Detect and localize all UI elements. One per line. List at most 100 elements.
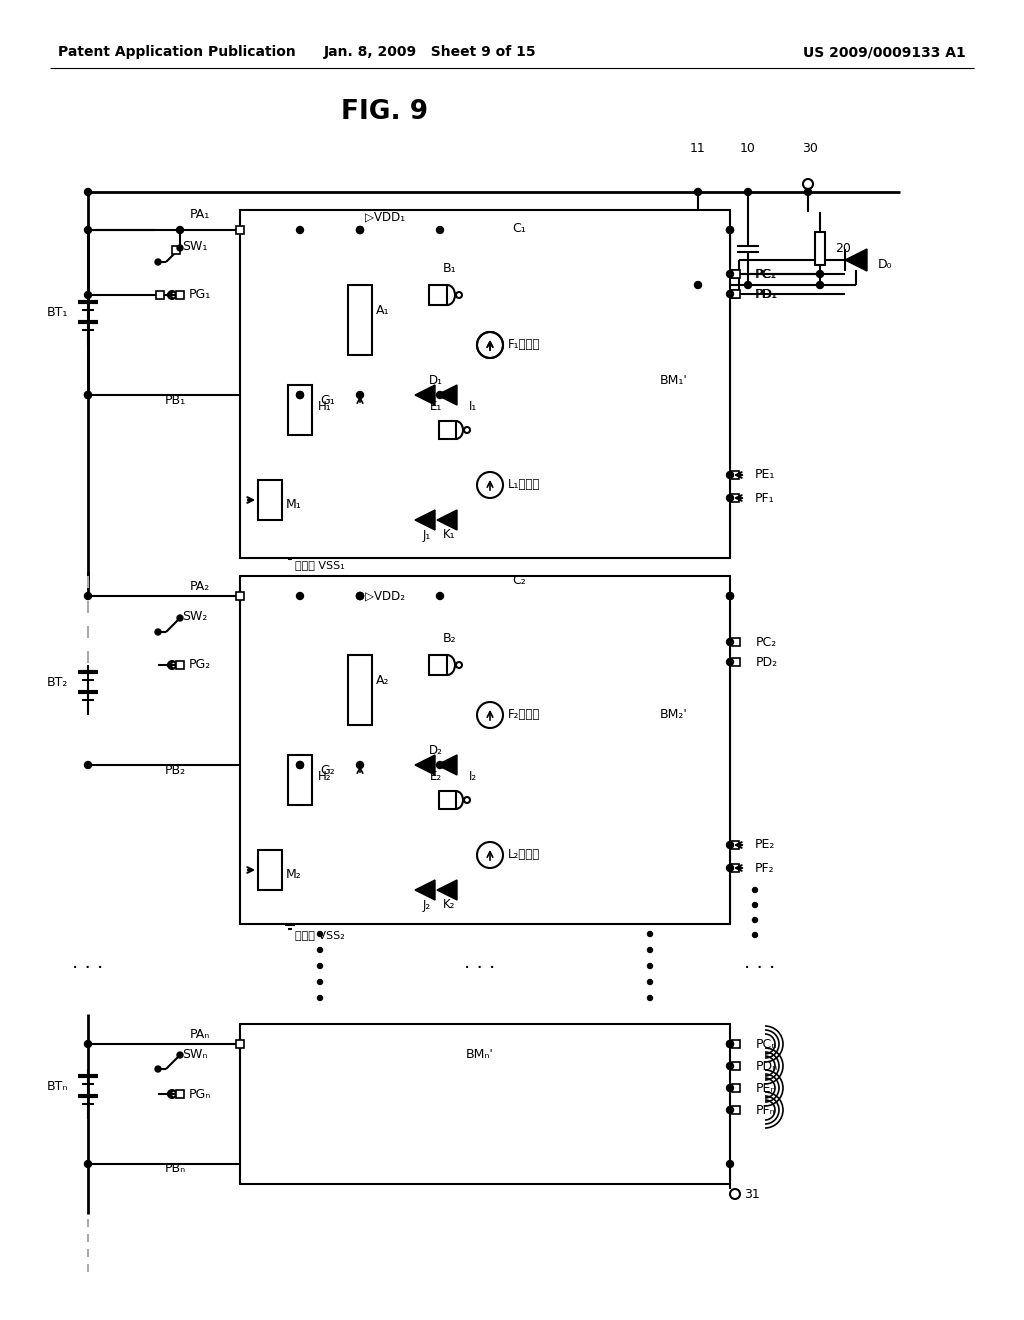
Bar [240, 576, 730, 924]
Text: SWₙ: SWₙ [182, 1048, 208, 1060]
Bar [258, 850, 282, 890]
Text: M₁: M₁ [286, 499, 302, 511]
Text: FIG. 9: FIG. 9 [341, 99, 429, 125]
Circle shape [647, 964, 652, 969]
Bar [439, 791, 456, 809]
Circle shape [317, 964, 323, 969]
Bar [258, 480, 282, 520]
Circle shape [155, 630, 161, 635]
Circle shape [726, 1160, 733, 1167]
Text: PA₁: PA₁ [189, 209, 210, 222]
Circle shape [356, 392, 364, 399]
Bar [731, 471, 739, 479]
Circle shape [726, 1040, 733, 1048]
Text: BM₁': BM₁' [660, 374, 688, 387]
Text: PD₁: PD₁ [756, 288, 778, 301]
Bar [236, 226, 244, 234]
Circle shape [85, 1160, 91, 1167]
Polygon shape [415, 880, 435, 900]
Polygon shape [437, 385, 457, 405]
Circle shape [816, 281, 823, 289]
Text: 11: 11 [690, 141, 706, 154]
Text: PCₙ: PCₙ [756, 1038, 777, 1051]
Circle shape [726, 227, 733, 234]
Circle shape [726, 271, 733, 277]
Circle shape [726, 659, 733, 665]
Circle shape [317, 979, 323, 985]
Text: Patent Application Publication: Patent Application Publication [58, 45, 296, 59]
Text: SW₁: SW₁ [182, 240, 208, 253]
Text: H₂: H₂ [318, 771, 332, 784]
Circle shape [726, 495, 733, 502]
Circle shape [177, 615, 183, 620]
Text: BT₁: BT₁ [47, 305, 68, 318]
Circle shape [317, 948, 323, 953]
Text: PF₂: PF₂ [755, 862, 774, 874]
Text: PEₙ: PEₙ [756, 1081, 776, 1094]
Text: D₂: D₂ [429, 743, 443, 756]
Circle shape [817, 282, 823, 288]
Circle shape [436, 227, 443, 234]
Text: L₁ᵰᵰᵰ: L₁ᵰᵰᵰ [508, 479, 541, 491]
Text: E₁: E₁ [430, 400, 442, 413]
Circle shape [753, 917, 758, 923]
Text: D₀: D₀ [878, 259, 893, 272]
Circle shape [85, 227, 91, 234]
Text: Jan. 8, 2009   Sheet 9 of 15: Jan. 8, 2009 Sheet 9 of 15 [324, 45, 537, 59]
Text: PD₂: PD₂ [756, 656, 778, 668]
Bar [732, 638, 740, 645]
Text: M₂: M₂ [286, 869, 302, 882]
Text: ᵰᵰᵰ VSS₁: ᵰᵰᵰ VSS₁ [295, 560, 345, 570]
Circle shape [726, 865, 733, 871]
Text: C₁: C₁ [512, 223, 526, 235]
Circle shape [85, 292, 91, 298]
Bar [815, 232, 825, 265]
Bar [732, 271, 740, 279]
Circle shape [726, 842, 733, 849]
Bar [348, 655, 372, 725]
Text: L₂ᵰᵰᵰ: L₂ᵰᵰᵰ [508, 849, 541, 862]
Text: BMₙ': BMₙ' [466, 1048, 494, 1060]
Bar [731, 865, 739, 873]
Text: K₂: K₂ [442, 899, 456, 912]
Text: G₁: G₁ [319, 393, 335, 407]
Circle shape [694, 189, 701, 195]
Bar [732, 1084, 740, 1092]
Circle shape [753, 932, 758, 937]
Bar [732, 1106, 740, 1114]
Text: ▷VDD₂: ▷VDD₂ [365, 590, 406, 602]
Text: B₁: B₁ [443, 263, 457, 276]
Text: A₁: A₁ [376, 304, 389, 317]
Circle shape [356, 593, 364, 599]
Bar [731, 271, 739, 279]
Circle shape [647, 979, 652, 985]
Circle shape [726, 593, 733, 599]
Circle shape [726, 1106, 733, 1114]
Bar [348, 285, 372, 355]
Text: 21: 21 [665, 231, 680, 243]
Text: K₁: K₁ [442, 528, 456, 541]
Text: US 2009/0009133 A1: US 2009/0009133 A1 [803, 45, 966, 59]
Text: · · ·: · · · [744, 960, 775, 978]
Text: I₂: I₂ [469, 771, 477, 784]
Circle shape [85, 1040, 91, 1048]
Circle shape [647, 932, 652, 936]
Polygon shape [437, 880, 457, 900]
Circle shape [356, 227, 364, 234]
Circle shape [85, 392, 91, 399]
Circle shape [85, 189, 91, 195]
Text: PA₂: PA₂ [189, 579, 210, 593]
Circle shape [726, 471, 733, 479]
Polygon shape [415, 755, 435, 775]
Text: PFₙ: PFₙ [756, 1104, 775, 1117]
Circle shape [297, 227, 303, 234]
Circle shape [155, 1067, 161, 1072]
Bar [288, 755, 312, 805]
Circle shape [297, 392, 303, 399]
Circle shape [695, 282, 701, 288]
Text: PE₂: PE₂ [755, 838, 775, 851]
Text: F₁ᵰᵰᵰ: F₁ᵰᵰᵰ [508, 338, 541, 351]
Polygon shape [437, 510, 457, 531]
Circle shape [356, 593, 364, 599]
Circle shape [297, 762, 303, 768]
